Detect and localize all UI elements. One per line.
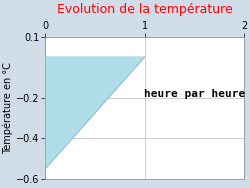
Y-axis label: Température en °C: Température en °C bbox=[3, 62, 13, 154]
Polygon shape bbox=[45, 57, 144, 169]
Title: Evolution de la température: Evolution de la température bbox=[57, 3, 233, 16]
Text: heure par heure: heure par heure bbox=[144, 89, 245, 99]
